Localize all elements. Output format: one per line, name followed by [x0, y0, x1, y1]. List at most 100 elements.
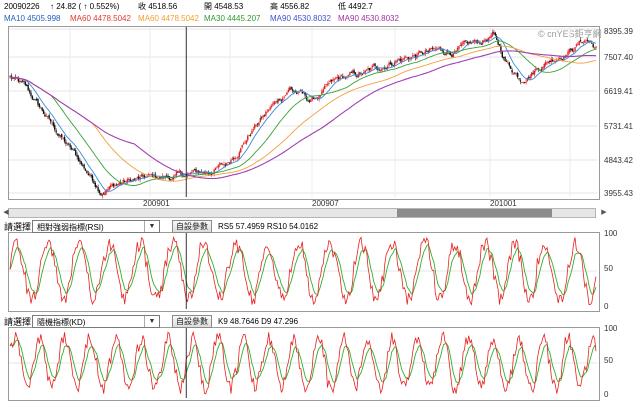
candle-body	[237, 156, 239, 159]
candle-body	[375, 66, 378, 68]
candle-body	[540, 69, 543, 71]
candle-body	[289, 87, 291, 91]
candle-body	[568, 48, 571, 53]
candle-body	[146, 176, 148, 178]
ma90-line	[9, 50, 596, 180]
candle-body	[519, 80, 522, 82]
high-readout: 高 4556.82	[270, 2, 310, 11]
candle-body	[368, 67, 371, 70]
candle-body	[290, 86, 292, 90]
scroll-right-arrow-icon[interactable]: ▶	[601, 209, 607, 216]
candle-body	[30, 92, 32, 97]
candle-body	[417, 52, 420, 55]
candle-body	[230, 160, 232, 164]
scroll-left-arrow-icon[interactable]: ◀	[3, 209, 9, 216]
candle-body	[336, 76, 338, 78]
candle-body	[500, 46, 502, 53]
candle-body	[259, 117, 262, 122]
candle-body	[100, 192, 102, 196]
kd-select-label: 請選擇	[4, 317, 32, 327]
rsi-indicator-select[interactable]: 相對強弱指標(RSI) ▼	[32, 220, 160, 233]
rsi-tick-0: 0	[604, 302, 609, 311]
candle-body	[108, 186, 110, 190]
candle-body	[280, 100, 283, 102]
candle-body	[571, 48, 573, 52]
candle-body	[311, 96, 313, 101]
rsi-custom-params-button[interactable]: 自設參數	[172, 220, 212, 233]
candle-body	[77, 156, 80, 162]
candle-body	[326, 84, 329, 85]
candle-body	[277, 99, 280, 102]
candle-body	[494, 32, 497, 36]
candle-body	[72, 148, 74, 150]
candle-body	[584, 40, 586, 43]
candle-body	[125, 181, 127, 183]
candle-body	[452, 53, 455, 57]
candle-body	[116, 184, 119, 186]
candle-body	[414, 54, 417, 58]
candle-body	[392, 64, 394, 66]
time-scrollbar[interactable]	[8, 208, 596, 218]
candle-body	[525, 81, 527, 83]
candle-body	[466, 41, 469, 44]
candle-body	[561, 59, 564, 61]
candle-body	[256, 123, 259, 125]
candle-body	[312, 97, 315, 99]
candle-body	[61, 134, 63, 138]
candle-body	[255, 124, 257, 126]
candle-body	[20, 80, 22, 82]
candle-body	[370, 67, 372, 71]
candle-body	[244, 142, 246, 144]
candle-body	[367, 68, 369, 70]
candle-body	[170, 179, 172, 181]
candle-body	[231, 158, 234, 160]
candle-body	[35, 98, 38, 101]
candle-body	[24, 81, 27, 86]
candle-body	[307, 99, 309, 101]
candle-body	[486, 39, 488, 42]
candle-body	[191, 172, 193, 173]
candle-body	[339, 76, 341, 80]
candle-body	[489, 37, 491, 38]
candle-body	[49, 119, 52, 122]
candle-body	[147, 174, 150, 176]
candle-body	[283, 96, 285, 98]
candle-body	[112, 183, 115, 187]
candle-body	[167, 175, 169, 177]
candle-body	[543, 64, 545, 68]
candle-body	[463, 41, 466, 43]
close-readout: 收 4518.56	[138, 2, 178, 11]
scrollbar-thumb[interactable]	[397, 209, 552, 217]
candle-body	[395, 61, 397, 63]
candle-body	[579, 40, 582, 42]
kd-indicator-select[interactable]: 隨機指標(KD) ▼	[32, 315, 160, 328]
candle-body	[226, 163, 228, 165]
candle-body	[242, 143, 245, 145]
candle-body	[210, 173, 213, 175]
candle-body	[82, 164, 84, 166]
kd-custom-params-button[interactable]: 自設參數	[172, 315, 212, 328]
candle-body	[544, 61, 547, 65]
candle-body	[205, 172, 207, 174]
candle-body	[512, 72, 515, 74]
candle-body	[105, 190, 108, 193]
candle-body	[391, 63, 393, 66]
candle-body	[269, 107, 271, 110]
candle-body	[136, 177, 138, 179]
candle-body	[142, 174, 144, 176]
candle-body	[504, 57, 506, 62]
candle-body	[426, 50, 428, 52]
candle-body	[83, 164, 85, 169]
candle-body	[344, 77, 347, 79]
candle-body	[80, 161, 83, 165]
candle-body	[175, 172, 178, 176]
candle-body	[592, 44, 594, 48]
x-tick-200907: 200907	[312, 199, 339, 208]
candle-body	[330, 79, 333, 82]
candle-body	[493, 32, 495, 34]
candle-body	[89, 174, 91, 176]
candle-body	[58, 134, 60, 137]
candle-body	[207, 172, 210, 174]
candle-body	[97, 187, 99, 192]
kd-tick-0: 0	[604, 390, 609, 399]
